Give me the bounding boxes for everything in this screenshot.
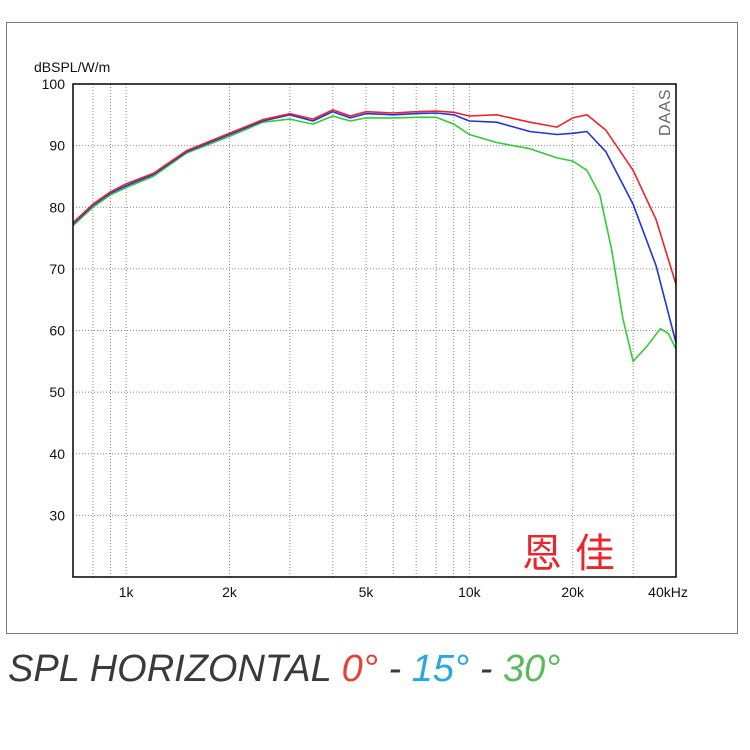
caption-angle-0: 0° — [341, 648, 378, 690]
chart-frame — [6, 22, 738, 634]
y-tick-label: 60 — [49, 323, 65, 339]
caption-title: SPL HORIZONTAL — [8, 648, 342, 690]
x-tick-label: 2k — [222, 584, 238, 600]
y-tick-labels: 30 40 50 60 70 80 90 100 — [42, 76, 66, 523]
x-tick-label: 40kHz — [648, 584, 688, 600]
y-tick-label: 100 — [42, 76, 66, 92]
caption-angle-15: 15° — [411, 648, 470, 690]
y-tick-label: 80 — [49, 199, 65, 215]
y-tick-label: 40 — [49, 446, 65, 462]
grid-lines — [73, 84, 676, 577]
x-tick-label: 20k — [561, 584, 585, 600]
y-tick-label: 30 — [49, 507, 65, 523]
chart-caption: SPL HORIZONTAL 0° - 15° - 30° — [8, 648, 561, 691]
caption-separator-2: - — [469, 648, 504, 690]
y-tick-label: 70 — [49, 261, 65, 277]
series-line-0deg — [72, 109, 677, 285]
x-tick-label: 5k — [359, 584, 375, 600]
brand-label: 恩 佳 — [522, 531, 615, 577]
y-axis-label: dBSPL/W/m — [34, 59, 110, 75]
x-tick-labels: 1k 2k 5k 10k 20k 40kHz — [119, 584, 688, 600]
series-lines — [72, 109, 677, 363]
caption-separator-1: - — [378, 648, 412, 690]
y-tick-label: 90 — [49, 138, 65, 154]
y-tick-label: 50 — [49, 384, 65, 400]
caption-angle-30: 30° — [503, 648, 561, 690]
plot-border — [72, 83, 677, 578]
x-tick-label: 10k — [458, 584, 482, 600]
x-tick-label: 1k — [119, 584, 135, 600]
series-line-15deg — [72, 110, 677, 344]
series-line-30deg — [72, 115, 677, 363]
daas-watermark: DAAS — [657, 88, 674, 136]
